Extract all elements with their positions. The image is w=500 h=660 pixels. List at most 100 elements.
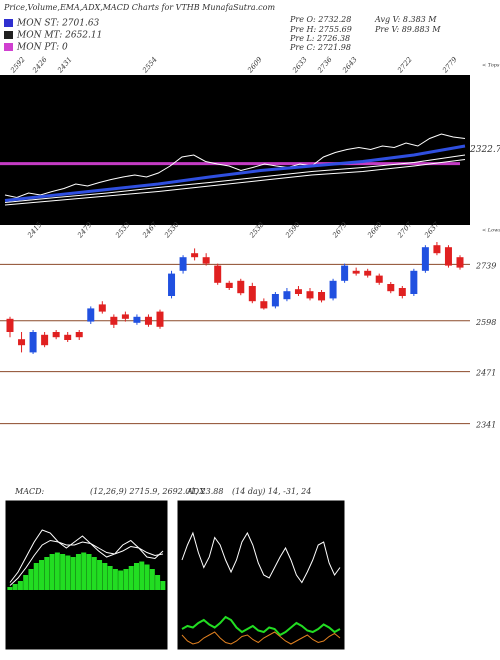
candle-body: [156, 311, 164, 327]
candle-body: [444, 247, 452, 266]
legend-text: MON ST: 2701.63: [16, 19, 100, 29]
candle-body: [387, 284, 395, 292]
candle-body: [410, 270, 418, 294]
candle-body: [364, 270, 372, 276]
panel-label: ADX: [186, 487, 205, 496]
histogram-bar: [123, 569, 129, 590]
annotation: 2633: [291, 55, 310, 75]
candle-body: [248, 286, 256, 302]
histogram-bar: [133, 563, 139, 590]
candle-body: [41, 334, 49, 346]
histogram-bar: [112, 569, 118, 590]
panel-sublabel: (14 day) 14, -31, 24: [232, 487, 311, 496]
candle-body: [225, 282, 233, 288]
candle-body: [329, 280, 337, 299]
quote: Pre O: 2732.28: [289, 15, 351, 24]
reference-label: 2322.78: [469, 145, 500, 155]
candle-body: [352, 270, 360, 274]
histogram-bar: [49, 554, 55, 590]
histogram-bar: [54, 552, 60, 590]
candle-body: [214, 265, 222, 283]
series-line: [181, 615, 341, 637]
series-line: [4, 154, 466, 203]
histogram-bar: [81, 552, 87, 590]
candle-body: [398, 288, 406, 296]
series-line: [4, 144, 466, 202]
series-line: [181, 631, 341, 645]
histogram-bar: [23, 575, 29, 590]
candle-body: [179, 257, 187, 271]
candle-body: [18, 339, 26, 346]
histogram-bar: [91, 557, 97, 590]
histogram-bar: [33, 563, 39, 590]
volume: Pre V: 89.883 M: [374, 25, 441, 34]
histogram-bar: [12, 584, 18, 590]
candle-body: [237, 280, 245, 294]
annotation: 2722: [396, 55, 415, 75]
legend-text: MON PT: 0: [16, 43, 68, 53]
candle-body: [98, 304, 106, 312]
histogram-bar: [149, 569, 155, 590]
legend-swatch: [4, 43, 13, 51]
candle-body: [421, 247, 429, 271]
candle-body: [133, 316, 141, 323]
candle-body: [52, 332, 60, 338]
candle-body: [144, 316, 152, 325]
quote: Pre L: 2726.38: [289, 34, 350, 43]
histogram-bar: [75, 554, 81, 590]
y-tick-label: 2598: [475, 318, 496, 327]
series-line: [181, 531, 341, 584]
annotation: 2431: [56, 56, 74, 76]
annotation: 2779: [441, 55, 460, 75]
candle-body: [294, 289, 302, 294]
histogram-bar: [60, 554, 66, 590]
quote: Pre C: 2721.98: [289, 43, 351, 52]
histogram-bar: [86, 554, 92, 590]
volume: Avg V: 8.383 M: [374, 15, 437, 24]
legend-swatch: [4, 19, 13, 27]
histogram-bar: [139, 561, 145, 590]
histogram-bar: [160, 581, 166, 590]
histogram-bar: [70, 557, 76, 590]
annotation-note: < Tops: [482, 63, 500, 69]
annotation: 2643: [341, 55, 360, 75]
histogram-bar: [155, 575, 161, 590]
annotation: 2554: [141, 56, 159, 76]
histogram-bar: [39, 560, 45, 590]
series-line: [4, 159, 466, 206]
candle-body: [29, 332, 37, 353]
candle-body: [306, 291, 314, 299]
y-tick-label: 2341: [475, 421, 496, 430]
histogram-bar: [102, 563, 108, 590]
histogram-bar: [128, 566, 134, 590]
candle-body: [433, 245, 441, 254]
candle-body: [375, 275, 383, 283]
y-tick-label: 2471: [475, 369, 496, 378]
candle-body: [110, 316, 118, 325]
candle-body: [318, 292, 326, 301]
histogram-bar: [118, 570, 124, 590]
annotation-note: < Lows: [482, 228, 500, 234]
annotation: 2609: [246, 55, 265, 75]
candle-body: [341, 265, 349, 281]
page-title: Price,Volume,EMA,ADX,MACD Charts for VTH…: [3, 3, 275, 12]
panel: [0, 75, 470, 225]
y-tick-label: 2739: [475, 261, 496, 270]
candle-body: [283, 291, 291, 300]
panel: [0, 240, 470, 480]
candle-body: [121, 314, 129, 319]
candle-body: [168, 273, 176, 296]
annotation: 2592: [9, 55, 28, 75]
histogram-bar: [144, 564, 150, 590]
series-line: [4, 133, 466, 199]
candle-body: [6, 318, 14, 332]
panel-label: MACD:: [14, 487, 45, 496]
legend-text: MON MT: 2652.11: [16, 31, 102, 41]
histogram-bar: [44, 557, 50, 590]
candle-body: [260, 301, 268, 309]
candle-body: [64, 334, 72, 340]
annotation: 2736: [316, 55, 335, 75]
candle-body: [87, 308, 95, 322]
panel-sublabel: (12,26,9) 2715.9, 2692.01, 23.88: [90, 487, 223, 496]
